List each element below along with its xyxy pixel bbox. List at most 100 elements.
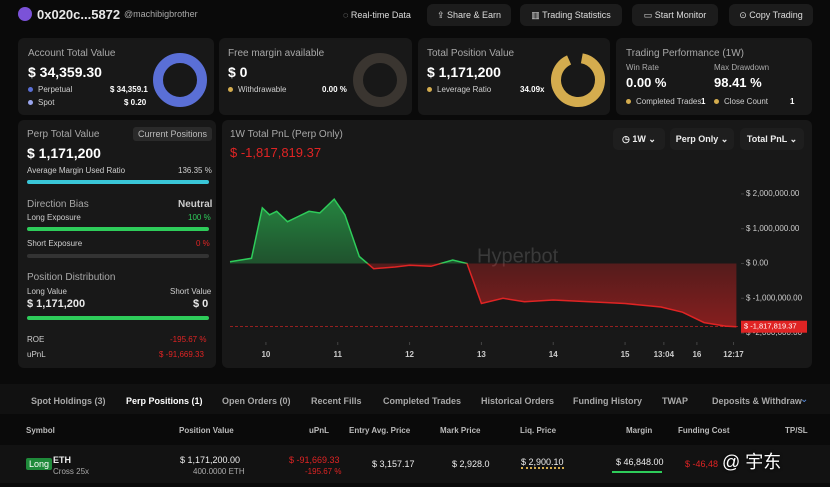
tab[interactable]: Deposits & Withdraw [712,396,802,406]
button-label: Copy Trading [749,10,803,20]
x-tick-label: 13 [477,350,486,359]
y-tick-label: $ 1,000,000.00 [746,224,800,233]
button[interactable]: ▭ Start Monitor [632,4,718,26]
column-header[interactable]: Entry Avg. Price [349,426,411,435]
label: Leverage Ratio [437,85,492,94]
column-header[interactable]: TP/SL [785,426,808,435]
tab[interactable]: Spot Holdings (3) [31,396,106,406]
x-tick-label: 15 [621,350,630,359]
side-badge: Long [26,458,53,470]
value: 136.35 % [178,166,212,175]
label: Withdrawable [238,85,287,94]
value: 98.41 % [714,75,762,90]
last-value-box [741,320,807,333]
row-value: 0.00 % [322,85,347,94]
value: 1 [790,97,795,106]
donut [353,53,407,107]
y-tick-label: $ 0.00 [746,259,769,268]
dropdown[interactable]: Perp Only ⌄ [670,128,734,150]
row-label: Perpetual [28,85,72,94]
chart-title: 1W Total PnL (Perp Only) [230,129,343,140]
label: Long Value [27,287,67,296]
column-header[interactable]: uPnL [309,426,329,435]
panel-value: $ 1,171,200 [27,145,101,161]
donuts [153,53,605,107]
symbol[interactable]: ETH [53,455,71,465]
tab[interactable]: Recent Fills [311,396,362,406]
cell: $ 46,848.00 [616,457,664,467]
value: $ 1,171,200 [27,298,86,310]
column-header[interactable]: Position Value [179,426,234,435]
tab[interactable]: Funding History [573,396,642,406]
dropdown-label: 1W [632,134,646,144]
row-label: Spot [28,98,54,107]
cell: $ 3,157.17 [372,459,415,469]
cell: 400.0000 ETH [193,467,245,476]
column-header[interactable]: Mark Price [440,426,481,435]
chart-subtitle: $ -1,817,819.37 [230,145,322,160]
account-address[interactable]: 0x020c...5872 [37,7,121,22]
cell: $ 2,928.0 [452,459,490,469]
y-tick-label: $ 2,000,000.00 [746,189,800,198]
button[interactable]: ⇪ Share & Earn [427,4,511,26]
label: Long Exposure [27,213,81,222]
label: Average Margin Used Ratio [27,166,126,175]
x-tick-label: 11 [334,350,343,359]
x-tick-label: 12:17 [723,350,744,359]
card-value: $ 34,359.30 [28,64,102,80]
tab-bar [0,384,830,414]
card-title: Total Position Value [427,48,515,59]
expand-icon[interactable]: ⌄ [800,394,809,405]
button[interactable]: ⊙ Copy Trading [729,4,813,26]
column-header[interactable]: Liq. Price [520,426,557,435]
column-header[interactable]: Funding Cost [678,426,730,435]
handle: @machibigbrother [124,9,198,19]
tab[interactable]: Historical Orders [481,396,555,406]
dropdown[interactable]: ◷ 1W ⌄ [613,128,665,150]
button-label: Share & Earn [447,10,502,20]
tab[interactable]: Open Orders (0) [222,396,291,406]
x-tick-label: 10 [261,350,270,359]
y-tick-label: $ -1,000,000.00 [746,293,803,302]
label: Spot [38,98,55,107]
column-header[interactable]: Symbol [26,426,55,435]
table-row [0,445,830,483]
value: $ -91,669.33 [159,350,204,359]
button-label: Real-time Data [350,10,411,20]
pnl-chart: Hyperbot $ 2,000,000.00 $ 1,000,000.00 $ 0… [229,189,807,359]
cell: $ 2,900.10 [521,457,564,469]
card-title: Trading Performance (1W) [626,48,744,59]
tab[interactable]: TWAP [662,396,688,406]
label: Short Exposure [27,239,83,248]
x-tick-label: 14 [549,350,558,359]
value: Neutral [178,199,213,210]
cell: -195.67 % [305,467,342,476]
value: 100 % [188,213,211,222]
dropdown-label: Total PnL [746,134,788,144]
label: Max Drawdown [714,63,770,72]
line-negative [366,263,737,328]
cell: $ -91,669.33 [289,455,340,465]
x-tick-label: 16 [692,350,701,359]
tab[interactable]: Perp Positions (1) [126,396,203,406]
perp-panel [18,120,216,368]
cell: $ -46,48 [685,459,719,469]
label: Completed Trades [626,97,701,106]
cell: $ 1,171,200.00 [180,455,241,465]
tab[interactable]: Completed Trades [383,396,462,406]
button-label: Start Monitor [654,10,707,20]
button[interactable]: ◌ Real-time Data [343,10,411,20]
label: ROE [27,335,45,344]
dropdown[interactable]: Total PnL ⌄ [740,128,804,150]
x-tick-label: 13:04 [654,350,675,359]
tag[interactable]: Current Positions [133,127,213,141]
button-label: Trading Statistics [542,10,611,20]
area-positive [230,199,737,264]
donut [153,53,207,107]
progress-bar [27,254,209,258]
watermark: Hyperbot [477,245,559,267]
dropdown-label: Perp Only [675,134,719,144]
button[interactable]: ▥ Trading Statistics [520,4,622,26]
column-header[interactable]: Margin [626,426,653,435]
